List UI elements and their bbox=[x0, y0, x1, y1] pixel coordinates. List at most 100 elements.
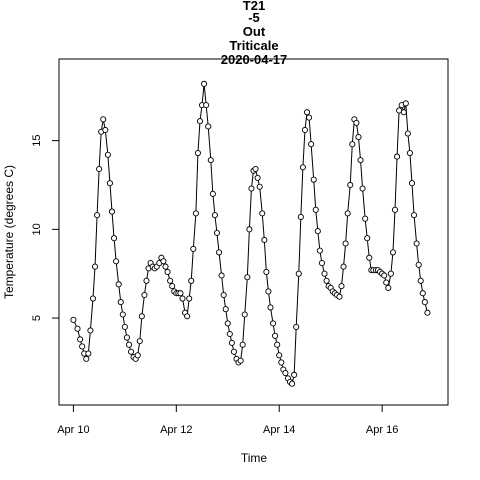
data-point bbox=[259, 210, 266, 217]
data-point bbox=[342, 240, 349, 247]
data-point bbox=[184, 313, 191, 320]
data-point bbox=[160, 258, 167, 265]
data-point bbox=[164, 268, 171, 275]
data-point bbox=[192, 210, 199, 217]
data-point bbox=[121, 323, 128, 330]
data-point bbox=[136, 338, 143, 345]
data-point bbox=[104, 151, 111, 158]
data-point bbox=[228, 339, 235, 346]
data-point bbox=[408, 180, 416, 187]
y-axis-label: Temperature (degrees C) bbox=[2, 165, 16, 299]
data-point bbox=[349, 141, 356, 148]
data-point bbox=[366, 254, 373, 261]
data-point bbox=[276, 352, 283, 359]
data-point bbox=[419, 290, 426, 297]
data-point bbox=[177, 290, 184, 297]
data-point bbox=[278, 359, 285, 366]
title-line-2: -5 bbox=[248, 10, 260, 25]
data-point bbox=[134, 352, 141, 359]
data-point bbox=[355, 134, 362, 141]
data-point bbox=[272, 332, 279, 339]
data-point bbox=[402, 100, 409, 107]
data-point bbox=[265, 288, 272, 295]
data-point bbox=[289, 380, 296, 387]
data-point bbox=[213, 229, 221, 236]
data-point bbox=[353, 119, 360, 126]
data-point bbox=[246, 226, 253, 233]
data-point bbox=[167, 277, 174, 284]
data-point bbox=[113, 258, 120, 265]
data-point bbox=[310, 176, 317, 183]
data-point bbox=[248, 185, 255, 192]
data-point bbox=[96, 165, 103, 173]
data-point bbox=[383, 279, 390, 286]
data-point bbox=[74, 325, 81, 332]
data-point bbox=[261, 236, 268, 244]
title-line-3: Out bbox=[243, 24, 266, 39]
data-point bbox=[239, 341, 246, 348]
data-point bbox=[108, 208, 116, 215]
data-point bbox=[119, 311, 126, 318]
data-point bbox=[424, 309, 431, 316]
x-axis: Apr 10 Apr 12 Apr 14 Apr 16 bbox=[57, 404, 398, 436]
data-point bbox=[87, 327, 94, 334]
data-point bbox=[347, 181, 354, 189]
data-point bbox=[316, 247, 323, 254]
data-point bbox=[385, 284, 392, 291]
data-point bbox=[123, 334, 130, 341]
data-point bbox=[389, 249, 396, 256]
data-point bbox=[205, 123, 212, 130]
y-tick-label: 10 bbox=[31, 223, 43, 235]
data-point bbox=[91, 263, 99, 270]
data-point bbox=[188, 277, 195, 284]
data-point bbox=[338, 283, 345, 290]
data-point bbox=[303, 109, 311, 116]
data-point bbox=[293, 323, 300, 330]
data-point bbox=[83, 355, 90, 362]
data-point bbox=[85, 350, 92, 357]
data-point bbox=[241, 311, 248, 318]
data-point bbox=[209, 190, 216, 197]
title-line-1: T21 bbox=[243, 0, 265, 13]
data-point bbox=[415, 261, 422, 268]
x-axis-label: Time bbox=[241, 451, 268, 465]
data-point bbox=[143, 277, 150, 284]
data-point bbox=[381, 272, 388, 279]
data-point bbox=[201, 80, 208, 87]
data-point bbox=[312, 206, 319, 213]
data-point bbox=[301, 126, 309, 134]
data-point bbox=[190, 245, 197, 252]
y-axis: 5 10 15 bbox=[31, 134, 60, 321]
data-point bbox=[89, 295, 97, 302]
data-point bbox=[186, 295, 193, 302]
data-point bbox=[111, 235, 118, 242]
data-point bbox=[256, 183, 263, 190]
data-point bbox=[77, 336, 84, 343]
x-tick-label: Apr 10 bbox=[57, 424, 89, 436]
data-point bbox=[306, 114, 313, 121]
data-point bbox=[297, 213, 304, 220]
data-point bbox=[106, 180, 113, 187]
data-point bbox=[141, 291, 148, 299]
data-point bbox=[263, 268, 270, 275]
data-point bbox=[391, 206, 399, 213]
data-point bbox=[230, 348, 237, 355]
data-point bbox=[115, 281, 122, 288]
data-point bbox=[162, 263, 169, 270]
data-point bbox=[100, 116, 107, 123]
data-point bbox=[421, 299, 428, 306]
data-point bbox=[274, 341, 281, 348]
data-point bbox=[318, 259, 325, 267]
data-point bbox=[194, 149, 201, 157]
chart-title: T21 -5 Out Triticale 2020-04-17 bbox=[221, 0, 288, 67]
data-point bbox=[70, 316, 77, 323]
data-point bbox=[125, 341, 133, 348]
data-point bbox=[220, 291, 227, 299]
data-point bbox=[94, 212, 101, 219]
data-point bbox=[344, 210, 351, 217]
data-point bbox=[203, 102, 210, 109]
data-point bbox=[237, 357, 244, 364]
data-point bbox=[406, 149, 413, 157]
data-point bbox=[269, 320, 277, 327]
